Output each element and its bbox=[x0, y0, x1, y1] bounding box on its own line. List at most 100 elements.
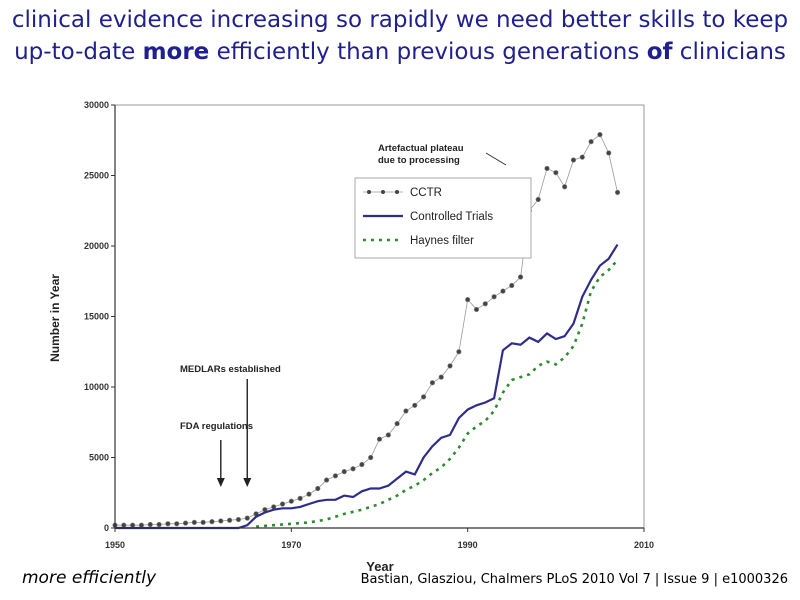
data-point bbox=[456, 349, 462, 355]
data-point bbox=[174, 521, 180, 527]
data-point bbox=[147, 521, 153, 528]
data-point bbox=[385, 432, 391, 438]
legend-label: Controlled Trials bbox=[410, 211, 493, 223]
plot-area bbox=[114, 104, 645, 529]
data-point bbox=[341, 469, 347, 475]
data-point bbox=[447, 363, 453, 369]
legend-item: CCTR bbox=[363, 187, 442, 199]
legend-item: Haynes filter bbox=[363, 235, 474, 247]
data-point bbox=[403, 408, 409, 414]
series-haynes-filter bbox=[255, 259, 619, 528]
y-tick-label: 10000 bbox=[84, 382, 109, 392]
annotation-fda: FDA regulations bbox=[180, 421, 253, 487]
data-point bbox=[191, 519, 197, 525]
data-point bbox=[517, 274, 524, 280]
data-point bbox=[376, 436, 383, 442]
data-point bbox=[244, 515, 250, 521]
x-tick-label: 2010 bbox=[634, 540, 654, 550]
data-point bbox=[473, 306, 480, 313]
data-point bbox=[509, 282, 515, 289]
data-point bbox=[606, 150, 612, 156]
legend-marker bbox=[381, 190, 385, 194]
annotation-text: due to processing bbox=[378, 155, 460, 166]
data-point bbox=[562, 184, 568, 190]
x-tick-label: 1950 bbox=[105, 540, 125, 550]
data-point bbox=[297, 495, 303, 501]
series-line bbox=[115, 244, 619, 530]
data-point bbox=[535, 196, 541, 203]
legend-marker bbox=[367, 190, 371, 194]
legend: CCTR Controlled Trials Haynes filter bbox=[354, 177, 532, 259]
data-point bbox=[235, 516, 242, 523]
data-point bbox=[121, 522, 127, 528]
y-tick-label: 25000 bbox=[84, 171, 109, 181]
data-point bbox=[279, 501, 286, 507]
data-point bbox=[482, 301, 488, 307]
y-tick-label: 30000 bbox=[84, 100, 109, 110]
data-point bbox=[227, 517, 233, 523]
x-tick-label: 1970 bbox=[281, 540, 301, 550]
data-point bbox=[209, 519, 215, 525]
data-point bbox=[288, 498, 294, 504]
data-point bbox=[324, 477, 330, 483]
data-point bbox=[368, 454, 374, 461]
data-point bbox=[597, 132, 603, 138]
series-cctr bbox=[112, 132, 621, 528]
data-point bbox=[579, 154, 585, 160]
x-tick-label: 1990 bbox=[458, 540, 478, 550]
data-point bbox=[588, 139, 594, 145]
annotation-pointer bbox=[485, 152, 507, 166]
data-point bbox=[182, 520, 189, 526]
series-controlled-trials bbox=[115, 244, 619, 530]
title-emphasis-of: of bbox=[646, 39, 673, 65]
y-tick-label: 15000 bbox=[84, 312, 109, 322]
annotation-text: Artefactual plateau bbox=[378, 143, 464, 154]
series-line bbox=[115, 133, 618, 526]
y-tick-label: 20000 bbox=[84, 241, 109, 251]
data-point bbox=[553, 170, 559, 176]
arrow-head bbox=[243, 478, 252, 487]
data-point bbox=[218, 518, 224, 524]
data-point bbox=[332, 473, 339, 479]
annotation-medlars: MEDLARs established bbox=[180, 364, 281, 487]
series-line bbox=[255, 259, 619, 528]
data-point bbox=[156, 521, 162, 528]
data-point bbox=[350, 466, 356, 472]
data-point bbox=[544, 165, 550, 172]
data-point bbox=[491, 294, 497, 300]
legend-item: Controlled Trials bbox=[363, 211, 493, 223]
data-point bbox=[420, 394, 427, 400]
data-point bbox=[394, 421, 400, 427]
arrow-head bbox=[216, 478, 225, 487]
data-point bbox=[165, 521, 171, 527]
data-point bbox=[138, 522, 145, 528]
slide-title: clinical evidence increasing so rapidly … bbox=[11, 7, 789, 65]
data-point bbox=[130, 522, 136, 528]
y-axis-label: Number in Year bbox=[48, 274, 62, 362]
data-point bbox=[306, 491, 312, 497]
data-point bbox=[200, 519, 206, 525]
citation: Bastian, Glasziou, Chalmers PLoS 2010 Vo… bbox=[360, 572, 788, 587]
data-point bbox=[438, 374, 444, 380]
legend-marker bbox=[395, 190, 399, 194]
data-point bbox=[315, 485, 321, 492]
y-tick-label: 5000 bbox=[89, 453, 109, 463]
legend-label: Haynes filter bbox=[410, 235, 474, 247]
y-tick-label: 0 bbox=[104, 523, 109, 533]
x-axis-label: Year bbox=[366, 559, 393, 574]
annotation-text: MEDLARs established bbox=[180, 364, 281, 375]
annotation-text: FDA regulations bbox=[180, 421, 253, 432]
data-point bbox=[412, 402, 418, 408]
data-point bbox=[429, 380, 436, 386]
data-point bbox=[500, 288, 506, 294]
bottom-left-caption: more efficiently bbox=[22, 568, 157, 588]
data-point bbox=[359, 461, 365, 468]
data-point bbox=[614, 189, 621, 196]
plot-frame bbox=[114, 104, 645, 529]
data-point bbox=[465, 296, 471, 303]
data-point bbox=[570, 157, 577, 163]
title-emphasis-more: more bbox=[142, 39, 210, 65]
legend-label: CCTR bbox=[410, 187, 442, 199]
